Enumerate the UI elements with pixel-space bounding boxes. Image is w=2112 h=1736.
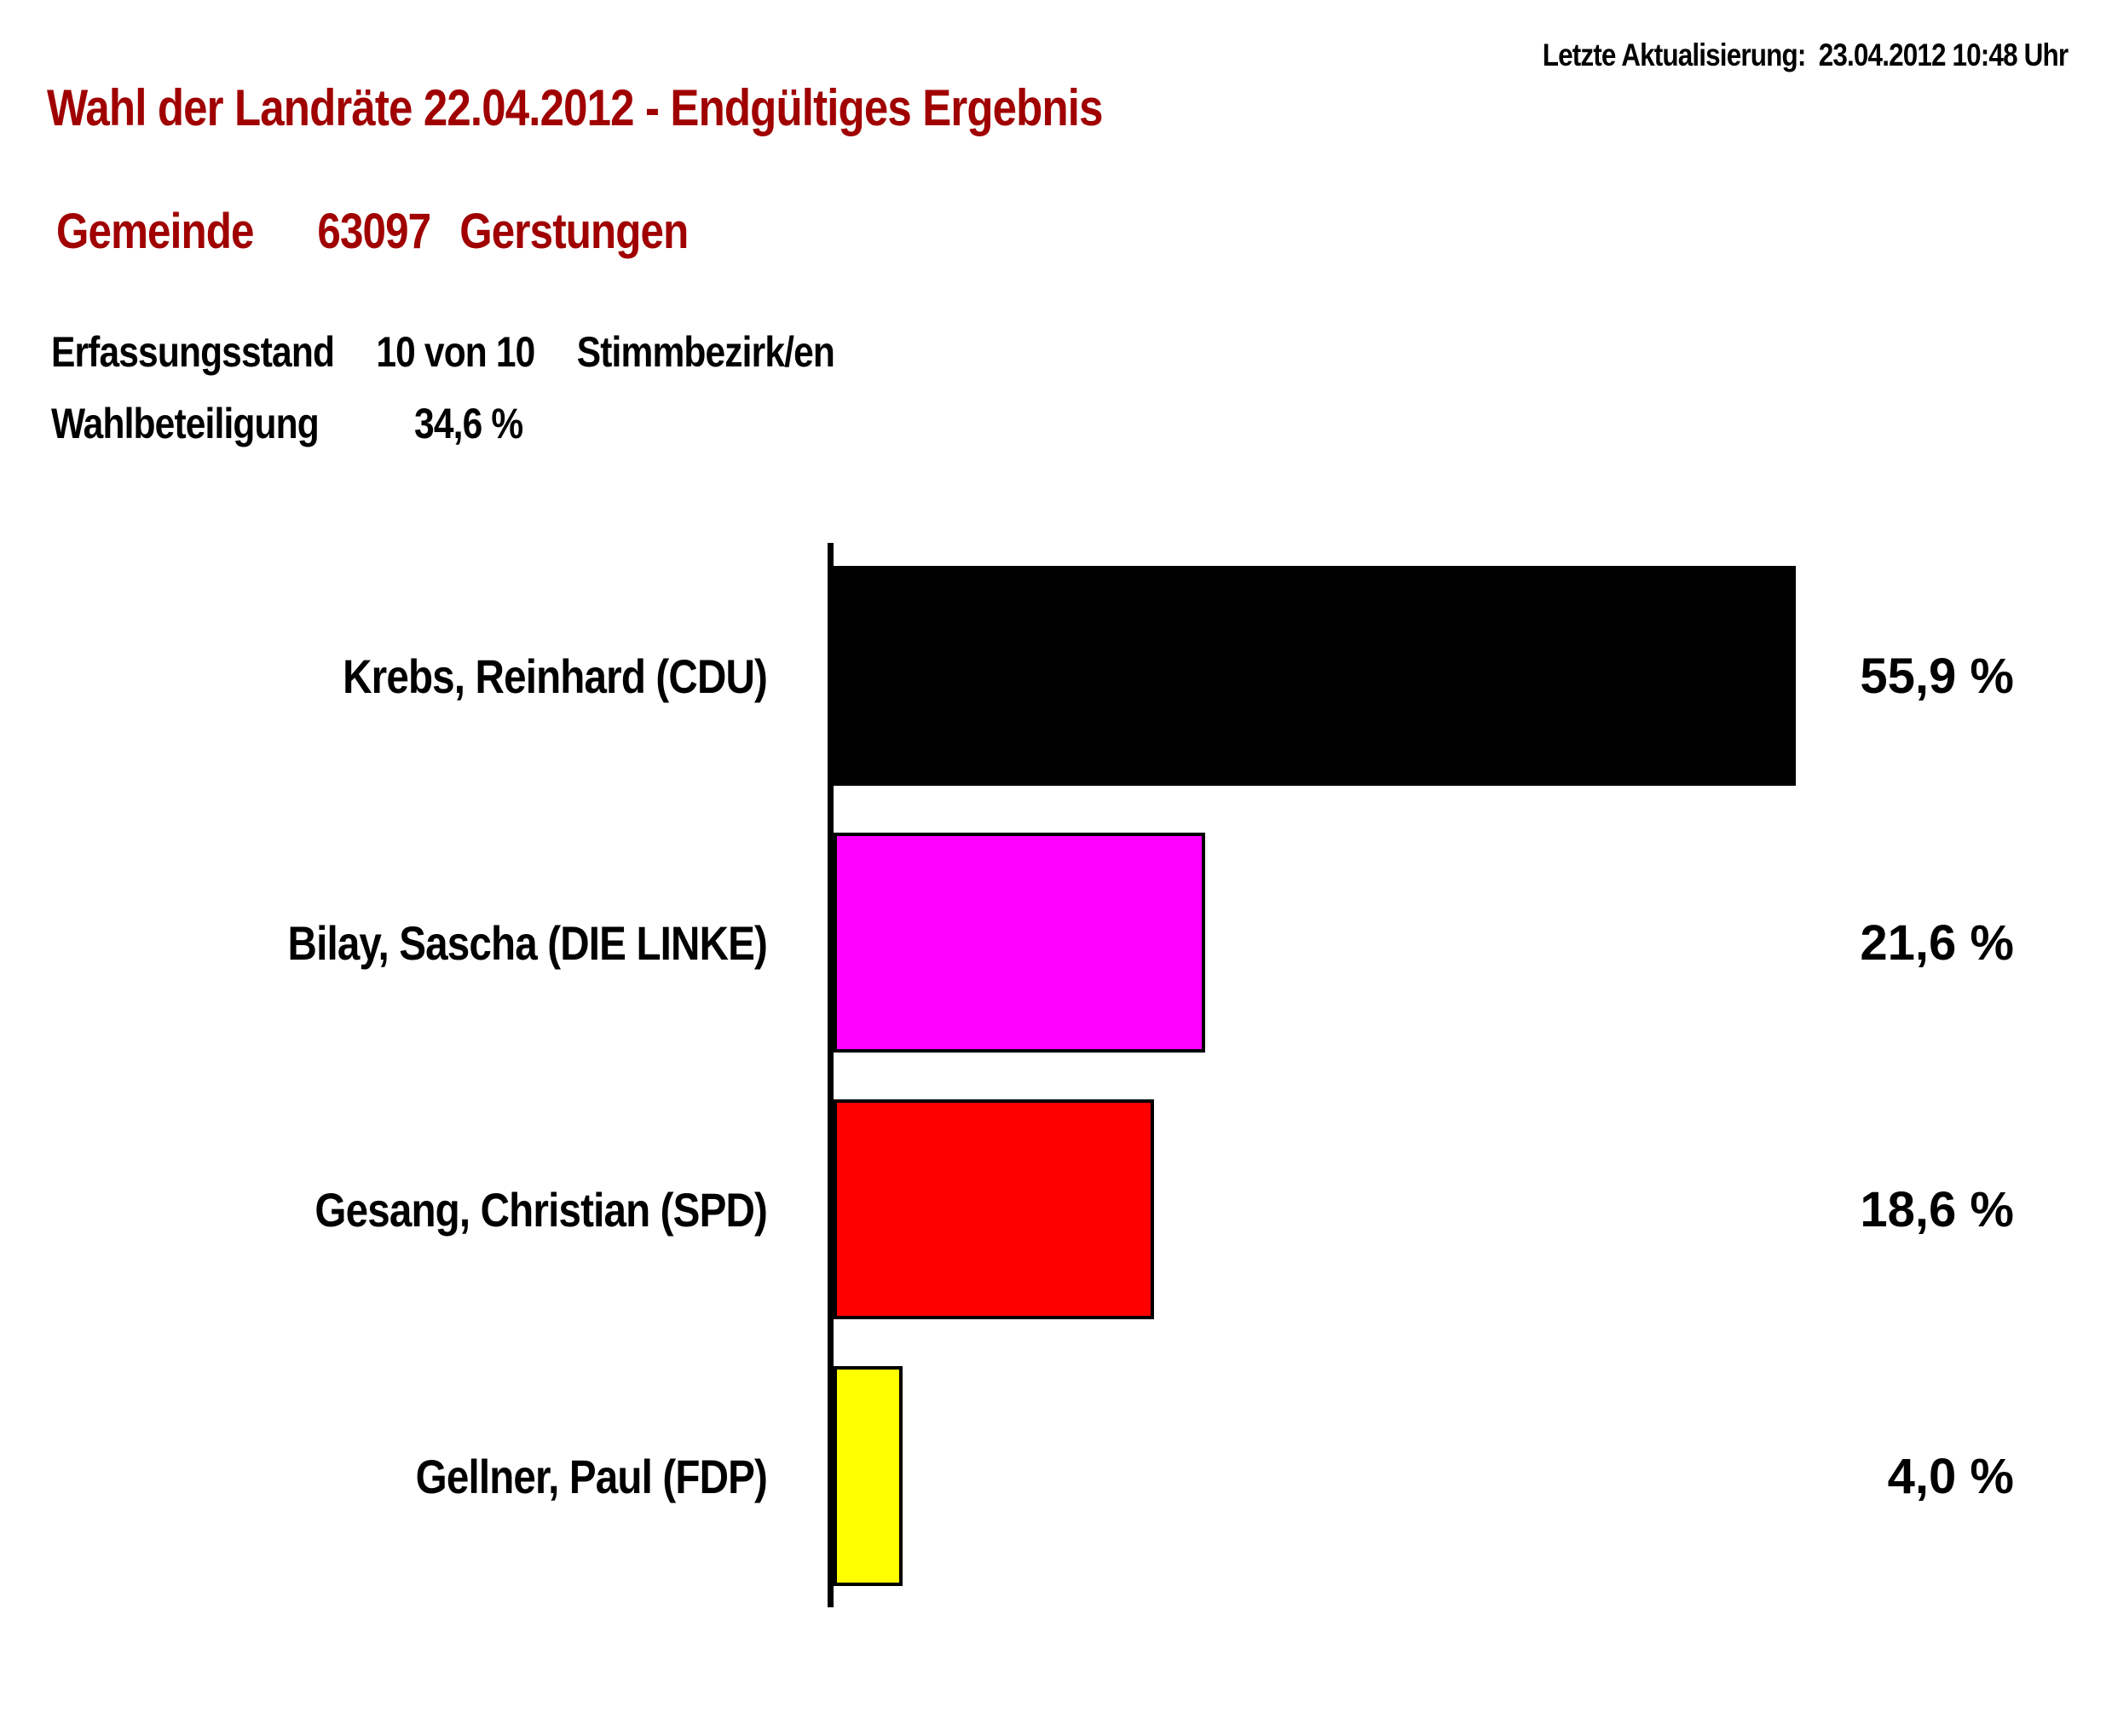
result-bar [834, 833, 1205, 1053]
candidate-label: Gellner, Paul (FDP) [415, 1449, 768, 1503]
result-value: 4,0 % [1887, 1448, 2014, 1504]
result-bar [834, 1366, 903, 1586]
result-row: Krebs, Reinhard (CDU) 55,9 % [0, 566, 2112, 786]
last-update: Letzte Aktualisierung: 23.04.2012 10:48 U… [1542, 37, 2069, 73]
result-row: Bilay, Sascha (DIE LINKE) 21,6 % [0, 833, 2112, 1053]
coverage-unit: Stimmbezirk/en [576, 328, 835, 376]
region-name: Gerstungen [459, 204, 689, 259]
coverage-label: Erfassungsstand [51, 328, 335, 376]
coverage-value: 10 von 10 [376, 328, 535, 376]
result-value: 21,6 % [1860, 914, 2014, 971]
turnout-value: 34,6 % [414, 400, 523, 447]
turnout-label: Wahlbeteiligung [51, 400, 320, 447]
result-value: 55,9 % [1860, 648, 2014, 704]
turnout-line: Wahlbeteiligung 34,6 % [51, 399, 523, 448]
region-label: Gemeinde [56, 204, 254, 259]
result-value: 18,6 % [1860, 1181, 2014, 1237]
region-line: Gemeinde 63097 Gerstungen [56, 203, 689, 260]
result-row: Gellner, Paul (FDP) 4,0 % [0, 1366, 2112, 1586]
last-update-value: 23.04.2012 10:48 Uhr [1818, 37, 2069, 72]
chart-y-axis [828, 543, 834, 1607]
result-bar [834, 1099, 1154, 1319]
page-title: Wahl der Landräte 22.04.2012 - Endgültig… [47, 79, 1103, 136]
result-row: Gesang, Christian (SPD) 18,6 % [0, 1099, 2112, 1319]
coverage-line: Erfassungsstand 10 von 10 Stimmbezirk/en [51, 327, 835, 377]
candidate-label: Bilay, Sascha (DIE LINKE) [287, 915, 768, 970]
region-code: 63097 [317, 204, 431, 259]
result-bar [834, 566, 1796, 786]
candidate-label: Krebs, Reinhard (CDU) [343, 649, 768, 703]
candidate-label: Gesang, Christian (SPD) [314, 1182, 768, 1237]
last-update-label: Letzte Aktualisierung: [1542, 37, 1807, 72]
